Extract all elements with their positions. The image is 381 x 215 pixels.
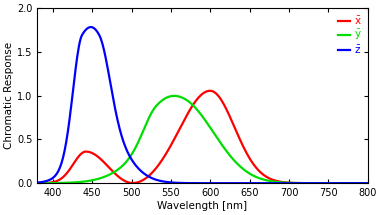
Y-axis label: Chromatic Response: Chromatic Response [4,42,14,149]
X-axis label: Wavelength [nm]: Wavelength [nm] [157,201,248,211]
Legend: $\bar{\rm x}$, $\bar{\rm y}$, $\bar{\rm z}$: $\bar{\rm x}$, $\bar{\rm y}$, $\bar{\rm … [337,13,362,57]
